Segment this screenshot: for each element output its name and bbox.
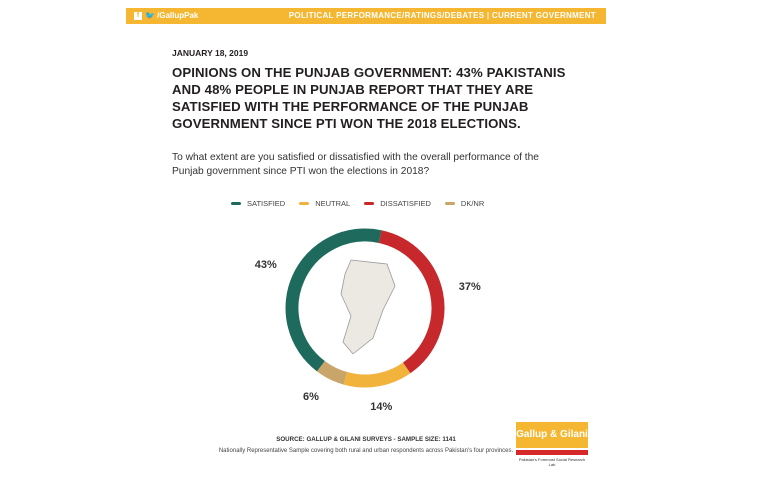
legend-swatch — [444, 202, 455, 205]
slice-label-neutral: 14% — [370, 400, 393, 413]
legend-swatch — [299, 202, 310, 205]
facebook-icon[interactable]: f — [134, 11, 142, 20]
social-handles[interactable]: f 🐦 /GallupPak — [134, 11, 198, 20]
legend-swatch — [231, 202, 241, 205]
section-title: POLITICAL PERFORMANCE/RATINGS/DEBATES | … — [288, 11, 596, 20]
slice-label-dissatisfied: 37% — [458, 280, 481, 293]
logo-tagline: Pakistan's Foremost Social Research Lab — [518, 457, 586, 467]
question: To what extent are you satisfied or diss… — [172, 152, 539, 177]
legend-swatch — [364, 202, 375, 205]
infographic-card: f 🐦 /GallupPak POLITICAL PERFORMANCE/RAT… — [126, 8, 606, 470]
legend-item-neutral: NEUTRAL — [299, 199, 350, 208]
slice-label-satisfied: 43% — [254, 259, 277, 272]
slice-satisfied — [285, 228, 382, 372]
slice-dk-nr — [316, 360, 348, 385]
source: SOURCE: GALLUP & GILANI SURVEYS - SAMPLE… — [276, 436, 456, 443]
sample-note: Nationally Representative Sample coverin… — [218, 448, 514, 454]
legend-label: DK/NR — [460, 199, 485, 208]
slice-neutral — [343, 362, 411, 388]
logo-stripe — [516, 450, 588, 455]
legend-item-dk-nr: DK/NR — [444, 199, 485, 208]
legend: SATISFIED NEUTRAL DISSATISFIED DK/NR — [231, 199, 484, 208]
legend-item-dissatisfied: DISSATISFIED — [364, 199, 431, 208]
gallup-gilani-logo: Gallup & Gilani Pakistan's Foremost Soci… — [516, 422, 588, 467]
date: JANUARY 18, 2019 — [172, 48, 249, 58]
donut-chart — [285, 228, 445, 388]
legend-label: SATISFIED — [247, 199, 286, 208]
twitter-icon[interactable]: 🐦 — [145, 10, 155, 20]
slice-label-dk-nr: 6% — [303, 390, 319, 403]
social-handle[interactable]: /GallupPak — [157, 11, 199, 20]
punjab-map-icon — [340, 259, 396, 355]
logo-text: Gallup & Gilani — [516, 422, 588, 448]
top-bar: f 🐦 /GallupPak POLITICAL PERFORMANCE/RAT… — [126, 8, 606, 24]
legend-item-satisfied: SATISFIED — [231, 199, 285, 208]
slice-dissatisfied — [378, 230, 445, 374]
headline: OPINIONS ON THE PUNJAB GOVERNMENT: 43% P… — [172, 65, 566, 131]
legend-label: NEUTRAL — [315, 199, 351, 208]
legend-label: DISSATISFIED — [380, 199, 431, 208]
